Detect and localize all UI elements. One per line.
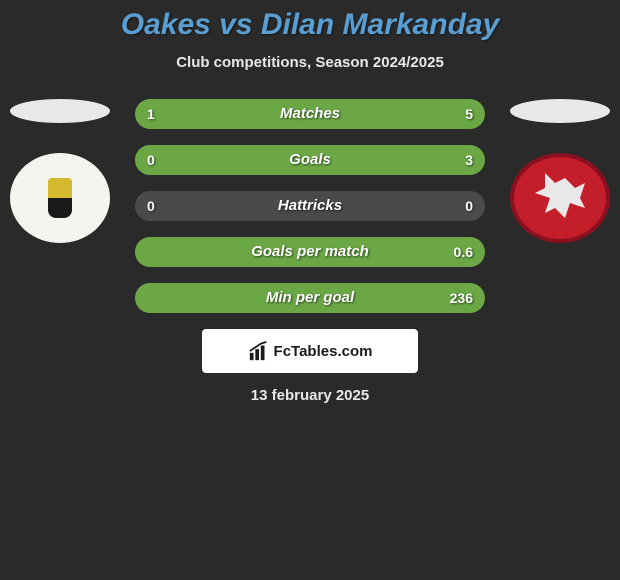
stat-label: Hattricks <box>135 191 485 221</box>
club-crest-left <box>10 153 110 243</box>
brand-logo: FcTables.com <box>248 340 373 362</box>
club-crest-right <box>510 153 610 243</box>
stat-row: Min per goal236 <box>135 283 485 313</box>
brand-text: FcTables.com <box>274 343 373 360</box>
stat-row: 0Goals3 <box>135 145 485 175</box>
player-right-column <box>510 99 610 243</box>
comparison-area: 1Matches50Goals30Hattricks0Goals per mat… <box>0 99 620 313</box>
brand-box: FcTables.com <box>202 329 418 373</box>
snapshot-date: 13 february 2025 <box>0 387 620 404</box>
stat-label: Min per goal <box>135 283 485 313</box>
stat-row: 0Hattricks0 <box>135 191 485 221</box>
stat-label: Matches <box>135 99 485 129</box>
stat-value-right: 3 <box>465 145 473 175</box>
stat-value-right: 236 <box>450 283 473 313</box>
player-left-shadow <box>10 99 110 123</box>
chart-icon <box>248 340 270 362</box>
stat-value-right: 5 <box>465 99 473 129</box>
comparison-subtitle: Club competitions, Season 2024/2025 <box>0 54 620 71</box>
player-right-shadow <box>510 99 610 123</box>
stat-label: Goals per match <box>135 237 485 267</box>
stat-row: Goals per match0.6 <box>135 237 485 267</box>
stat-row: 1Matches5 <box>135 99 485 129</box>
stat-value-right: 0 <box>465 191 473 221</box>
player-left-column <box>10 99 110 243</box>
comparison-title: Oakes vs Dilan Markanday <box>0 8 620 42</box>
stat-bars: 1Matches50Goals30Hattricks0Goals per mat… <box>135 99 485 313</box>
stat-value-right: 0.6 <box>454 237 473 267</box>
stat-label: Goals <box>135 145 485 175</box>
